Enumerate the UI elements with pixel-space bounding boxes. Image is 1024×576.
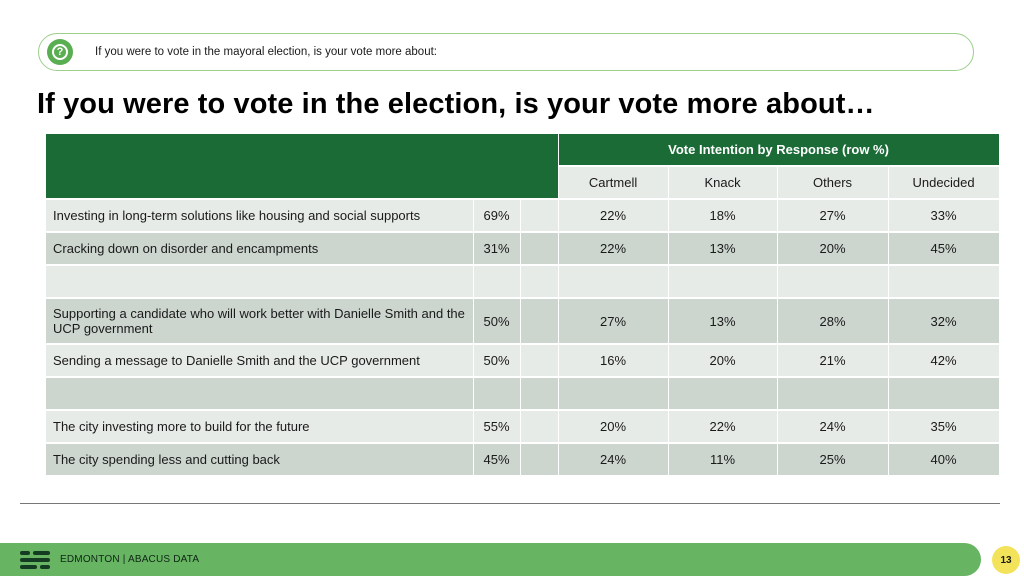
row-value-others: 25%: [777, 443, 889, 477]
table-row: Investing in long-term solutions like ho…: [46, 199, 1000, 233]
row-total: [473, 377, 521, 411]
row-total: 55%: [473, 410, 521, 444]
table-row: The city investing more to build for the…: [46, 410, 1000, 444]
row-label: Supporting a candidate who will work bet…: [46, 298, 474, 345]
row-value-cartmell: [558, 265, 669, 299]
abacus-logo-icon: [20, 550, 50, 569]
row-total: 69%: [473, 199, 521, 233]
row-gap-cell: [520, 344, 559, 378]
column-header-undecided: Undecided: [888, 166, 1000, 200]
header-row-group: Vote Intention by Response (row %): [46, 134, 1000, 200]
slide-title: If you were to vote in the election, is …: [37, 88, 875, 120]
row-value-cartmell: 20%: [558, 410, 669, 444]
row-value-others: 28%: [777, 298, 889, 345]
group-header: Vote Intention by Response (row %): [558, 134, 1000, 167]
row-total: [473, 265, 521, 299]
spacer-row: [46, 265, 1000, 299]
row-value-others: [777, 377, 889, 411]
results-table: Vote Intention by Response (row %) Cartm…: [46, 134, 1000, 477]
row-label: The city spending less and cutting back: [46, 443, 474, 477]
header-row-columns: Cartmell Knack Others Undecided: [46, 166, 1000, 200]
column-header-others: Others: [777, 166, 889, 200]
footer-text: EDMONTON | ABACUS DATA: [60, 554, 200, 565]
row-value-cartmell: 22%: [558, 232, 669, 266]
row-value-undecided: 33%: [888, 199, 1000, 233]
table-row: Supporting a candidate who will work bet…: [46, 298, 1000, 345]
row-gap-cell: [520, 410, 559, 444]
row-gap-cell: [520, 265, 559, 299]
row-value-knack: 18%: [668, 199, 778, 233]
row-total: 45%: [473, 443, 521, 477]
row-value-knack: [668, 265, 778, 299]
question-mark-icon: ?: [47, 39, 73, 65]
row-total: 31%: [473, 232, 521, 266]
table-row: Sending a message to Danielle Smith and …: [46, 344, 1000, 378]
row-total: 50%: [473, 344, 521, 378]
row-value-others: 21%: [777, 344, 889, 378]
table-row: Cracking down on disorder and encampment…: [46, 232, 1000, 266]
row-value-others: 20%: [777, 232, 889, 266]
row-value-others: 27%: [777, 199, 889, 233]
row-value-cartmell: 22%: [558, 199, 669, 233]
row-value-undecided: 40%: [888, 443, 1000, 477]
row-label: Investing in long-term solutions like ho…: [46, 199, 474, 233]
row-label: [46, 377, 474, 411]
row-value-knack: 20%: [668, 344, 778, 378]
row-value-cartmell: 16%: [558, 344, 669, 378]
row-value-undecided: [888, 265, 1000, 299]
row-gap-cell: [520, 298, 559, 345]
row-value-knack: 13%: [668, 232, 778, 266]
divider-rule: [20, 503, 1000, 504]
column-header-cartmell: Cartmell: [558, 166, 669, 200]
row-value-cartmell: [558, 377, 669, 411]
row-gap-cell: [520, 199, 559, 233]
footer-bar: EDMONTON | ABACUS DATA: [0, 543, 981, 576]
header-blank-cell: [46, 134, 559, 200]
row-gap-cell: [520, 443, 559, 477]
question-bar: ? If you were to vote in the mayoral ele…: [38, 33, 974, 71]
row-total: 50%: [473, 298, 521, 345]
row-value-knack: 22%: [668, 410, 778, 444]
row-value-knack: 13%: [668, 298, 778, 345]
spacer-row: [46, 377, 1000, 411]
row-label: The city investing more to build for the…: [46, 410, 474, 444]
row-value-knack: 11%: [668, 443, 778, 477]
page-number-badge: 13: [992, 546, 1020, 574]
row-value-others: 24%: [777, 410, 889, 444]
row-value-others: [777, 265, 889, 299]
table-body: Investing in long-term solutions like ho…: [46, 199, 1000, 477]
question-text: If you were to vote in the mayoral elect…: [95, 46, 437, 58]
row-value-undecided: 45%: [888, 232, 1000, 266]
table-row: The city spending less and cutting back 4…: [46, 443, 1000, 477]
row-value-cartmell: 27%: [558, 298, 669, 345]
row-label: Sending a message to Danielle Smith and …: [46, 344, 474, 378]
row-value-undecided: 42%: [888, 344, 1000, 378]
row-gap-cell: [520, 232, 559, 266]
row-gap-cell: [520, 377, 559, 411]
row-value-knack: [668, 377, 778, 411]
row-label: [46, 265, 474, 299]
row-value-undecided: [888, 377, 1000, 411]
row-value-undecided: 32%: [888, 298, 1000, 345]
row-value-cartmell: 24%: [558, 443, 669, 477]
row-value-undecided: 35%: [888, 410, 1000, 444]
column-header-knack: Knack: [668, 166, 778, 200]
row-label: Cracking down on disorder and encampment…: [46, 232, 474, 266]
